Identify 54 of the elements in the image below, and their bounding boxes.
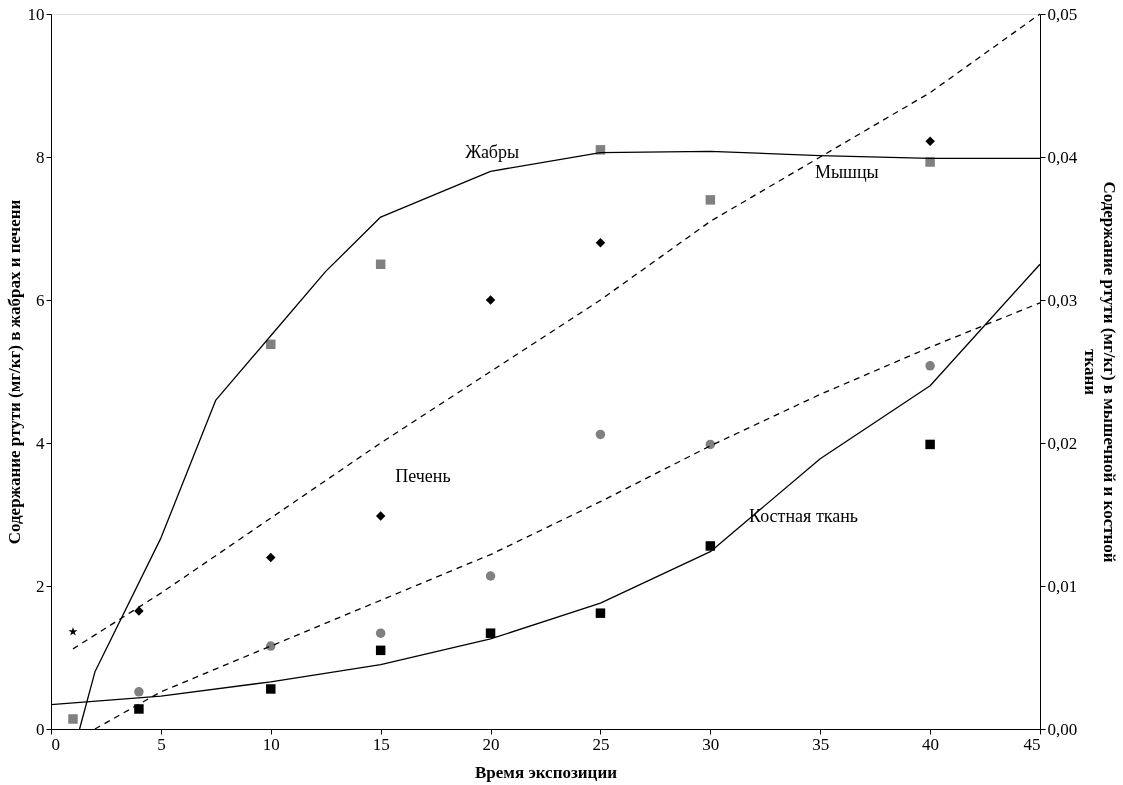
y2-tick-label: 0,01 (1047, 576, 1078, 596)
y-tick-label: 6 (36, 290, 45, 310)
y-tick-label: 4 (36, 433, 45, 453)
point (375, 645, 386, 656)
x-tick-label: 25 (592, 734, 610, 754)
point (266, 339, 276, 350)
point (595, 238, 606, 248)
x-tick-label: 0 (51, 734, 60, 754)
point (705, 195, 716, 205)
point (266, 552, 276, 563)
point (134, 687, 144, 697)
y2-tick-label: 0,04 (1047, 147, 1078, 167)
point (375, 259, 386, 269)
annotation: Мышцы (814, 161, 879, 182)
y2-axis-title: Содержание ртути (мг/кг) в мышечной и костной ткани (1081, 181, 1120, 563)
point (705, 541, 716, 551)
y-tick-label: 0 (36, 719, 45, 739)
y-tick-label: 2 (36, 576, 45, 596)
x-tick-label: 35 (812, 734, 830, 754)
x-tick-label: 10 (262, 734, 280, 754)
point (266, 684, 276, 694)
x-tick-label: 45 (1023, 734, 1041, 754)
point (485, 628, 496, 638)
x-tick-label: 40 (922, 734, 940, 754)
point (375, 511, 386, 521)
point (134, 704, 144, 714)
y-tick-label: 10 (27, 4, 45, 24)
x-tick-label: 5 (157, 734, 166, 754)
point (925, 361, 935, 371)
x-tick-label: 15 (372, 734, 390, 754)
point (925, 136, 935, 147)
point (925, 439, 935, 450)
annotation: Костная ткань (749, 506, 859, 527)
point (595, 429, 606, 440)
point (595, 608, 606, 618)
annotation: Жабры (465, 142, 520, 163)
point (266, 641, 276, 651)
y-axis-title: Содержание ртути (мг/кг) в жабрах и печени (4, 199, 24, 545)
y-tick-label: 8 (36, 147, 45, 167)
x-tick-label: 30 (702, 734, 720, 754)
x-tick-label: 20 (482, 734, 500, 754)
point (375, 628, 386, 638)
y2-tick-label: 0,03 (1047, 290, 1078, 310)
point (68, 714, 78, 724)
y2-tick-label: 0,00 (1047, 719, 1078, 739)
annotation: Печень (395, 466, 451, 487)
point (705, 439, 716, 450)
point (485, 295, 496, 305)
point (68, 627, 78, 636)
x-axis-title: Время экспозиции (475, 762, 618, 782)
y2-tick-label: 0,05 (1047, 4, 1078, 24)
y2-tick-label: 0,02 (1047, 433, 1078, 453)
point (485, 571, 496, 581)
point (925, 157, 935, 167)
